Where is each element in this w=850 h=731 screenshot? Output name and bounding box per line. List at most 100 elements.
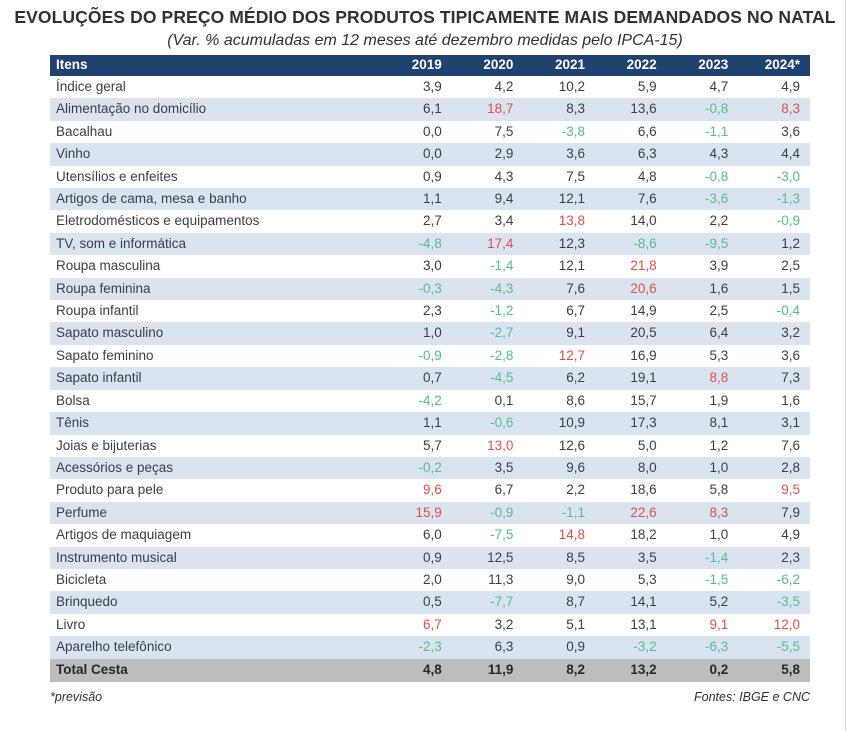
value-cell: 6,0 [423,527,442,543]
table-row: Instrumento musical 0,9 12,5 8,5 3,5 -1,4 2,3 [50,546,810,569]
table-row: Vinho 0,0 2,9 3,6 6,3 4,3 4,4 [50,143,810,166]
value-cell: 9,6 [566,459,586,475]
table-row: Brinquedo 0,5 -7,7 8,7 14,1 5,2 -3,5 [50,591,810,614]
row-label: Perfume [56,504,108,520]
value-cell: 8,8 [709,370,729,386]
value-cell: 2,7 [423,213,442,229]
value-cell: -3,8 [561,123,586,139]
total-value-cell: 13,2 [630,662,657,678]
value-cell: 6,4 [709,325,729,341]
value-cell: 5,2 [709,594,729,610]
row-label: Acessórios e peças [56,459,174,475]
row-label: Índice geral [56,79,126,94]
value-cell: 6,2 [566,370,586,386]
value-cell: 8,5 [566,549,586,565]
value-cell: 13,0 [487,437,514,453]
value-cell: 16,9 [630,347,657,363]
table-row: Sapato masculino 1,0 -2,7 9,1 20,5 6,4 3,2 [50,322,810,345]
table-row: Eletrodomésticos e equipamentos 2,7 3,4 13,… [50,210,810,232]
table-row: Joias e bijuterias 5,7 13,0 12,6 5,0 1,2 7,6 [50,435,810,457]
value-cell: -6,3 [705,639,729,655]
column-header: 2024* [738,55,810,76]
value-cell: 7,6 [637,191,657,207]
sources: Fontes: IBGE e CNC [693,689,810,704]
total-row: Total Cesta 4,8 11,9 8,2 13,2 0,2 5,8 [50,658,810,682]
value-cell: 7,5 [566,168,586,184]
value-cell: 4,2 [494,79,514,94]
value-cell: 1,0 [423,325,442,341]
value-cell: 8,3 [709,504,729,520]
value-cell: -4,3 [490,280,514,296]
value-cell: 9,4 [494,191,514,207]
value-cell: 12,5 [487,549,514,565]
value-cell: 2,0 [423,571,442,587]
value-cell: 1,0 [709,527,729,543]
value-cell: 1,2 [709,437,729,453]
value-cell: -0,9 [776,213,800,229]
table-row: Roupa feminina -0,3 -4,3 7,6 20,6 1,6 1,5 [50,277,810,301]
value-cell: 15,7 [630,392,657,408]
table-row: Bacalhau 0,0 7,5 -3,8 6,6 -1,1 3,6 [50,121,810,143]
value-cell: -0,3 [418,280,442,296]
value-cell: -1,5 [705,571,729,587]
column-header: 2022 [595,55,667,76]
value-cell: 1,5 [781,280,800,296]
value-cell: 1,6 [781,392,800,408]
value-cell: 3,2 [494,616,514,632]
value-cell: 1,6 [709,280,729,296]
value-cell: 5,7 [423,437,442,453]
value-cell: 6,3 [637,146,657,162]
value-cell: 18,2 [630,527,657,543]
table-row: Acessórios e peças -0,2 3,5 9,6 8,0 1,0 2,8 [50,456,810,480]
value-cell: -1,1 [705,123,729,139]
table-row: Índice geral 3,9 4,2 10,2 5,9 4,7 4,9 [50,76,810,98]
column-header: 2021 [523,55,596,76]
value-cell: -8,6 [633,235,657,251]
row-label: Tênis [56,415,90,431]
value-cell: 22,6 [630,504,657,520]
table-row: Livro 6,7 3,2 5,1 13,1 9,1 12,0 [50,614,810,636]
total-row-label: Total Cesta [56,662,128,678]
value-cell: 0,5 [423,594,442,610]
value-cell: 8,6 [566,392,586,408]
value-cell: 3,6 [781,347,800,363]
row-label: Joias e bijuterias [56,437,157,453]
total-value-cell: 4,8 [423,662,442,678]
value-cell: -0,2 [418,459,442,475]
value-cell: 4,4 [781,146,800,162]
value-cell: 21,8 [630,258,657,274]
table-row: Utensílios e enfeites 0,9 4,3 7,5 4,8 -0,8 -3,… [50,166,810,188]
table-row: Sapato feminino -0,9 -2,8 12,7 16,9 5,3 3,6 [50,345,810,367]
value-cell: 3,9 [709,258,729,274]
value-cell: 19,1 [630,370,657,386]
value-cell: 2,5 [781,258,800,274]
row-label: Bolsa [56,392,90,408]
value-cell: 8,3 [781,101,800,117]
row-label: Eletrodomésticos e equipamentos [56,213,260,229]
row-label: Instrumento musical [56,549,177,565]
row-label: Roupa masculina [56,258,161,274]
value-cell: 2,9 [494,146,514,162]
price-table: Itens 2019 2020 2021 2022 2023 2024* Índice ge… [50,55,810,682]
row-label: Bacalhau [56,123,113,139]
page-subtitle: (Var. % acumuladas em 12 meses até dezem… [167,32,683,49]
value-cell: 2,2 [709,213,729,229]
value-cell: 6,7 [494,482,514,498]
value-cell: 8,7 [566,594,586,610]
value-cell: 5,1 [566,616,586,632]
column-header: Itens [50,55,381,76]
value-cell: -1,4 [490,258,514,274]
value-cell: -1,1 [561,504,586,520]
value-cell: 6,7 [566,303,586,319]
value-cell: 8,3 [566,101,586,117]
column-header: 2020 [451,55,524,76]
value-cell: 4,9 [781,527,800,543]
row-label: Aparelho telefônico [56,639,172,655]
row-label: Bicicleta [56,571,107,587]
table-row: Sapato infantil 0,7 -4,5 6,2 19,1 8,8 7,3 [50,367,810,390]
value-cell: 13,6 [630,101,657,117]
value-cell: -4,8 [418,235,442,251]
table-row: Aparelho telefônico -2,3 6,3 0,9 -3,2 -6,3 -5,… [50,636,810,659]
value-cell: 4,3 [494,168,514,184]
value-cell: -6,2 [776,571,800,587]
